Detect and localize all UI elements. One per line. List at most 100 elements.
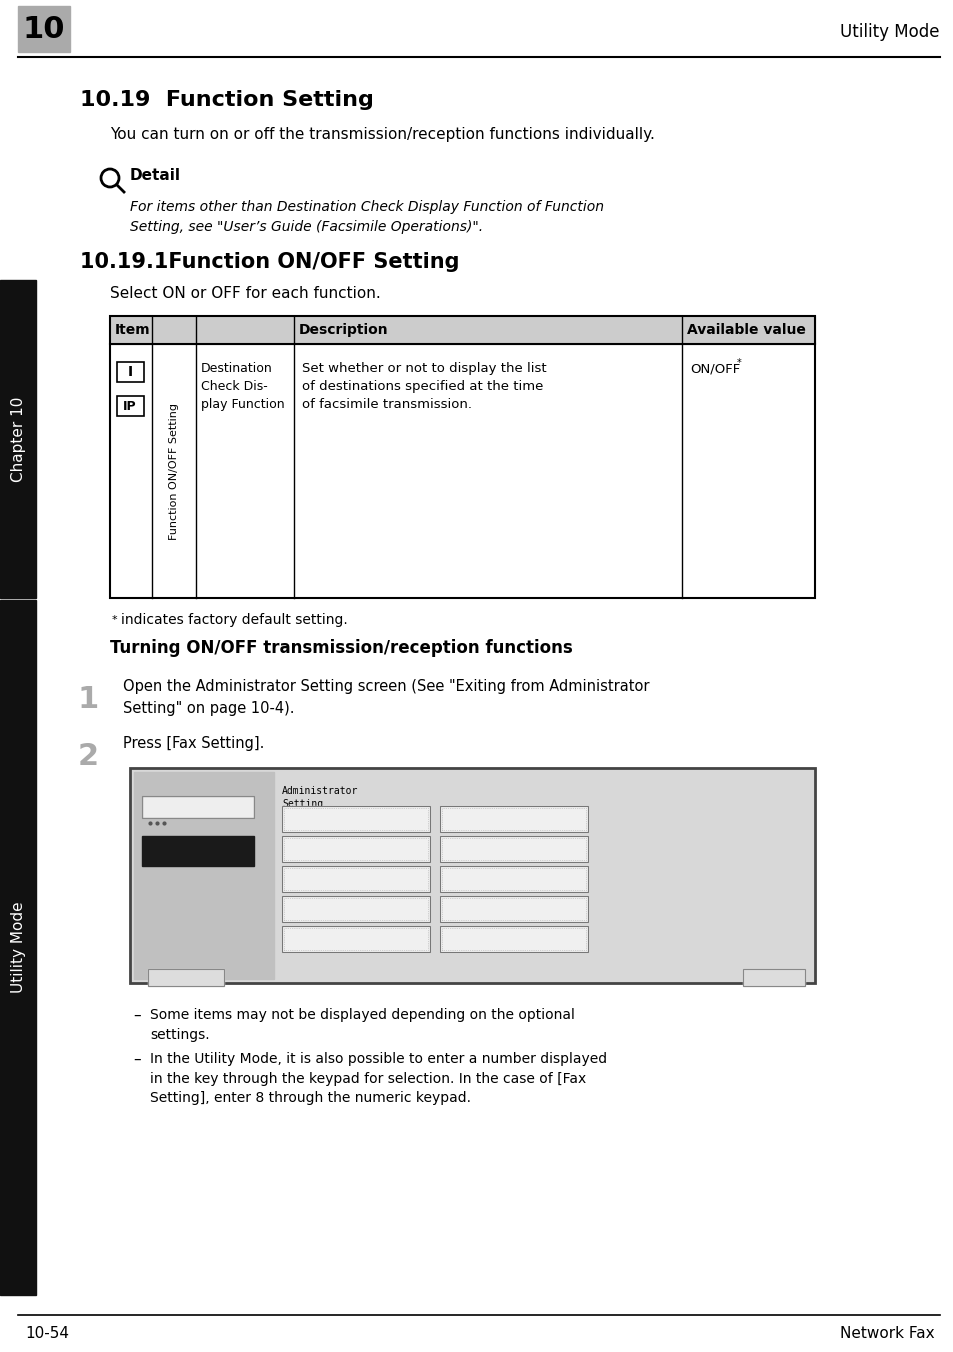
- Text: Some items may not be displayed depending on the optional
settings.: Some items may not be displayed dependin…: [150, 1009, 575, 1041]
- Bar: [284, 838, 428, 860]
- Text: *: *: [112, 615, 117, 625]
- Bar: [18, 5, 70, 51]
- Text: Administrator
Setting: Administrator Setting: [282, 786, 358, 810]
- Bar: [148, 969, 224, 986]
- Text: ON/OFF: ON/OFF: [689, 362, 740, 375]
- Bar: [439, 867, 587, 892]
- Bar: [441, 898, 585, 919]
- Text: 1: 1: [292, 814, 297, 823]
- Text: Function ON/OFF Setting: Function ON/OFF Setting: [169, 403, 179, 539]
- Text: 10: 10: [23, 15, 65, 45]
- Bar: [284, 808, 428, 830]
- Bar: [441, 868, 585, 890]
- Bar: [439, 806, 587, 831]
- Text: –: –: [132, 1052, 140, 1067]
- Text: In the Utility Mode, it is also possible to enter a number displayed
in the key : In the Utility Mode, it is also possible…: [150, 1052, 606, 1105]
- Bar: [284, 927, 428, 950]
- Text: Copier Setting: Copier Setting: [459, 814, 535, 823]
- Text: Fax Setting: Fax Setting: [459, 875, 518, 883]
- Bar: [439, 836, 587, 863]
- Text: 4: 4: [292, 904, 297, 914]
- Text: Destination
Check Dis-
play Function: Destination Check Dis- play Function: [201, 362, 284, 411]
- Bar: [282, 806, 430, 831]
- Text: Item: Item: [115, 323, 151, 337]
- Bar: [439, 896, 587, 922]
- Bar: [439, 896, 587, 922]
- Text: *: *: [737, 358, 741, 368]
- Text: 6: 6: [450, 814, 456, 823]
- Bar: [110, 316, 814, 343]
- Bar: [282, 806, 430, 831]
- Text: –: –: [132, 1009, 140, 1023]
- Bar: [148, 969, 224, 986]
- Text: Open the Administrator Setting screen (See "Exiting from Administrator
Setting" : Open the Administrator Setting screen (S…: [123, 679, 649, 717]
- Bar: [282, 926, 430, 952]
- Text: 8: 8: [450, 873, 456, 884]
- Bar: [441, 927, 585, 950]
- Text: 2: 2: [77, 742, 98, 771]
- Text: 5: 5: [292, 934, 297, 944]
- Text: UserAuthentication
/Account Track: UserAuthentication /Account Track: [302, 899, 398, 918]
- Text: System Connection: System Connection: [459, 904, 551, 914]
- Text: 2: 2: [292, 844, 297, 854]
- Text: 1: 1: [77, 685, 98, 714]
- Bar: [441, 808, 585, 830]
- Bar: [142, 836, 253, 867]
- Text: Network Setting: Network Setting: [302, 934, 382, 944]
- Bar: [130, 768, 814, 983]
- Text: Utility Mode: Utility Mode: [10, 902, 26, 994]
- Text: 9: 9: [450, 904, 456, 914]
- Text: indicates factory default setting.: indicates factory default setting.: [121, 612, 348, 627]
- Bar: [742, 969, 804, 986]
- Bar: [282, 867, 430, 892]
- Bar: [441, 838, 585, 860]
- Text: Administrator/
Machine Setting: Administrator/ Machine Setting: [302, 840, 382, 859]
- Text: 10.19.1Function ON/OFF Setting: 10.19.1Function ON/OFF Setting: [80, 251, 459, 272]
- Text: I: I: [128, 365, 132, 379]
- Text: Administrator
Setting: Administrator Setting: [157, 840, 238, 863]
- Text: Close: Close: [758, 972, 789, 983]
- Text: Description: Description: [298, 323, 388, 337]
- Bar: [284, 868, 428, 890]
- Bar: [142, 796, 253, 818]
- Bar: [439, 926, 587, 952]
- Text: Printer Setting: Printer Setting: [459, 845, 540, 853]
- Bar: [130, 768, 814, 983]
- Text: System Setting: System Setting: [302, 814, 376, 823]
- Text: 7: 7: [450, 844, 456, 854]
- Text: 3: 3: [292, 873, 297, 884]
- Text: Chapter 10: Chapter 10: [10, 396, 26, 481]
- Text: Turning ON/OFF transmission/reception functions: Turning ON/OFF transmission/reception fu…: [110, 639, 572, 657]
- Text: Security Setting: Security Setting: [459, 934, 545, 944]
- Bar: [282, 836, 430, 863]
- Text: You can turn on or off the transmission/reception functions individually.: You can turn on or off the transmission/…: [110, 127, 654, 142]
- Text: Set whether or not to display the list
of destinations specified at the time
of : Set whether or not to display the list o…: [302, 362, 546, 411]
- Bar: [742, 969, 804, 986]
- Text: Utility: Utility: [172, 800, 223, 814]
- Bar: [439, 806, 587, 831]
- Text: Detail: Detail: [130, 168, 181, 183]
- Bar: [133, 772, 274, 979]
- Bar: [0, 280, 36, 598]
- Text: 0: 0: [450, 934, 456, 944]
- Bar: [282, 896, 430, 922]
- Bar: [117, 396, 144, 416]
- Text: Utility Mode: Utility Mode: [840, 23, 939, 41]
- Text: Network Fax: Network Fax: [840, 1325, 934, 1340]
- Text: For items other than Destination Check Display Function of Function
Setting, see: For items other than Destination Check D…: [130, 200, 603, 234]
- Bar: [439, 926, 587, 952]
- Bar: [142, 796, 253, 818]
- Bar: [439, 867, 587, 892]
- Text: Exit: Exit: [173, 972, 198, 983]
- Bar: [282, 836, 430, 863]
- Bar: [282, 867, 430, 892]
- Text: Select ON or OFF for each function.: Select ON or OFF for each function.: [110, 285, 380, 300]
- Bar: [110, 316, 814, 598]
- Bar: [282, 896, 430, 922]
- Text: 10-54: 10-54: [25, 1325, 69, 1340]
- Bar: [117, 362, 144, 383]
- Text: One-Touch
Registration: One-Touch Registration: [302, 869, 366, 888]
- Text: 10.19  Function Setting: 10.19 Function Setting: [80, 91, 374, 110]
- Text: Available value: Available value: [686, 323, 805, 337]
- Bar: [0, 600, 36, 1295]
